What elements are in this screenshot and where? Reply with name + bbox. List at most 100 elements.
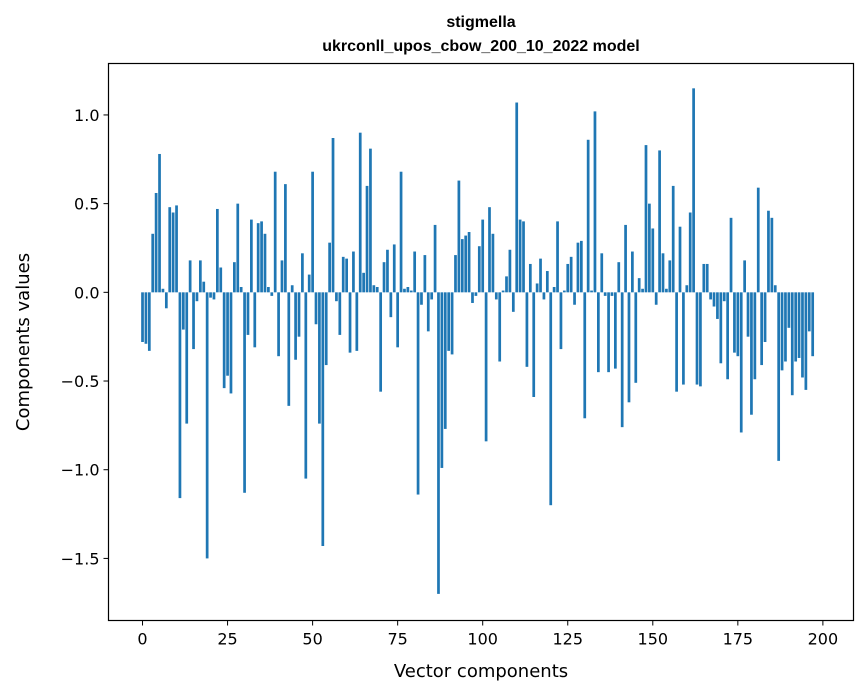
bar-141 [620, 292, 624, 428]
chart-title-line1: stigmella [446, 14, 515, 31]
y-tick-label-0: 1.0 [74, 106, 99, 125]
bar-36 [263, 233, 267, 293]
bar-118 [542, 292, 546, 300]
bar-122 [556, 221, 559, 293]
bar-167 [709, 292, 712, 300]
bar-183 [763, 292, 767, 342]
bar-114 [528, 263, 532, 293]
bar-108 [508, 249, 512, 293]
bar-166 [705, 263, 709, 293]
x-tick-label-200: 200 [808, 630, 839, 649]
bar-87 [437, 292, 440, 594]
bar-131 [586, 139, 590, 293]
y-axis-ticks: 1.0 0.5 0.0 −0.5 −1.0 −1.5 [61, 106, 109, 568]
bar-147 [641, 288, 644, 293]
y-axis-label: Components values [13, 253, 34, 431]
y-tick-label-1: 0.5 [74, 195, 99, 214]
bar-181 [756, 187, 760, 293]
x-axis-ticks: 0 25 50 75 100 125 150 175 200 [137, 620, 839, 649]
bar-195 [804, 292, 808, 390]
bar-152 [658, 150, 661, 293]
bar-64 [358, 132, 362, 293]
bar-107 [505, 276, 508, 293]
bar-61 [348, 292, 352, 353]
bar-35 [260, 221, 263, 293]
bar-6 [161, 288, 165, 293]
bar-126 [569, 256, 573, 293]
bar-142 [624, 224, 627, 293]
bar-188 [780, 292, 784, 371]
x-tick-label-50: 50 [302, 630, 322, 649]
bar-104 [494, 292, 498, 300]
bar-76 [399, 171, 403, 293]
bar-96 [467, 232, 471, 293]
bar-17 [198, 260, 202, 293]
bar-49 [307, 274, 311, 293]
bar-38 [270, 292, 274, 296]
bar-22 [216, 208, 219, 293]
bar-178 [746, 292, 750, 337]
bar-149 [648, 203, 651, 293]
bar-48 [304, 292, 308, 479]
bar-155 [668, 260, 672, 293]
bar-44 [290, 285, 294, 293]
bar-50 [311, 171, 314, 293]
bar-82 [420, 292, 423, 305]
bar-189 [784, 292, 787, 362]
bar-25 [226, 292, 229, 376]
x-tick-label-125: 125 [552, 630, 583, 649]
bar-161 [688, 212, 692, 293]
bar-156 [671, 185, 675, 293]
bar-154 [665, 288, 668, 293]
y-tick-label-3: −0.5 [61, 372, 100, 391]
bar-172 [726, 292, 729, 380]
bar-133 [593, 111, 597, 293]
bar-127 [573, 292, 576, 305]
bar-8 [168, 207, 172, 293]
bar-111 [518, 219, 522, 293]
bar-179 [750, 292, 753, 415]
bar-85 [430, 292, 434, 300]
x-tick-label-100: 100 [467, 630, 498, 649]
bar-18 [202, 281, 206, 293]
bar-174 [733, 292, 736, 353]
bar-129 [579, 240, 583, 293]
bar-92 [454, 255, 457, 293]
y-tick-label-2: 0.0 [74, 283, 99, 302]
bar-134 [597, 292, 600, 373]
bar-78 [406, 287, 410, 293]
bar-164 [699, 292, 702, 387]
bar-99 [477, 246, 481, 293]
bar-140 [617, 262, 621, 293]
bar-68 [372, 285, 376, 293]
bar-43 [287, 292, 291, 406]
bar-31 [246, 292, 250, 335]
bar-21 [212, 292, 216, 300]
bar-56 [331, 138, 335, 293]
bar-139 [614, 292, 617, 369]
bar-86 [433, 224, 437, 293]
bar-120 [549, 292, 553, 506]
bar-81 [416, 292, 420, 495]
bar-191 [790, 292, 794, 396]
bar-192 [794, 292, 798, 362]
bar-157 [675, 292, 678, 392]
bar-80 [413, 251, 417, 293]
bar-57 [335, 292, 338, 302]
bar-70 [379, 292, 383, 392]
x-tick-label-150: 150 [638, 630, 669, 649]
bar-176 [739, 292, 743, 433]
bar-83 [423, 255, 427, 293]
bar-37 [267, 287, 270, 293]
bar-159 [682, 292, 685, 385]
bar-73 [389, 292, 393, 318]
x-axis-label: Vector components [394, 661, 568, 682]
bar-1 [144, 292, 148, 344]
bar-146 [637, 278, 641, 293]
bar-119 [545, 271, 549, 293]
bar-0 [141, 292, 144, 342]
bar-135 [600, 253, 604, 293]
bar-186 [773, 285, 777, 293]
bar-97 [471, 292, 474, 303]
